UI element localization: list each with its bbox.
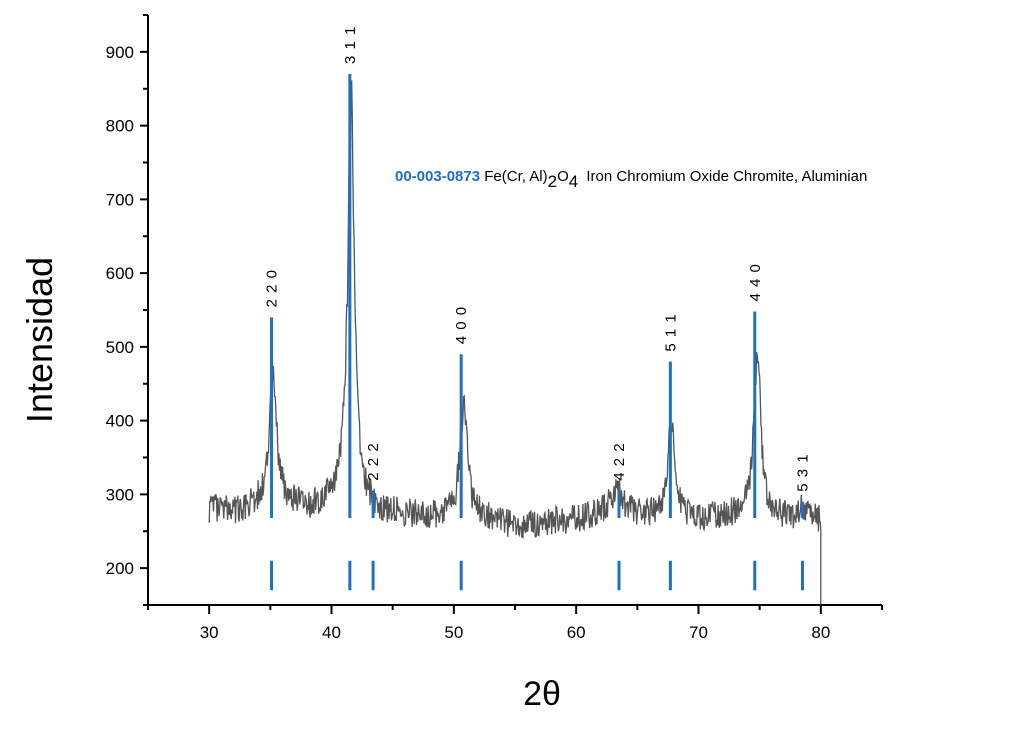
y-axis-label: Intensidad (19, 257, 60, 423)
y-tick-label: 200 (106, 559, 134, 578)
y-tick-label: 800 (106, 117, 134, 136)
x-tick-label: 60 (567, 623, 586, 642)
plot-area: 2 2 0 3 1 1 2 2 2 4 0 0 4 2 2 5 1 1 4 4 0 5 3 1 (208, 26, 822, 605)
hkl-label: 2 2 2 (365, 442, 382, 480)
y-tick-label: 500 (106, 338, 134, 357)
observed-pattern-line (208, 80, 822, 605)
x-tick-label: 30 (200, 623, 219, 642)
legend-sub1: 2 (548, 172, 557, 191)
legend-code: 00-003-0873 (395, 168, 480, 185)
y-tick-label: 600 (106, 264, 134, 283)
x-tick-label: 50 (444, 623, 463, 642)
x-tick-label: 40 (322, 623, 341, 642)
hkl-label: 2 2 0 (264, 269, 281, 307)
x-axis-label: 2θ (523, 675, 561, 713)
x-tick-label: 80 (811, 623, 830, 642)
y-tick-label: 300 (106, 485, 134, 504)
legend-formula: Fe(Cr, Al) (484, 168, 547, 185)
y-tick-label: 900 (106, 43, 134, 62)
x-axis: 30 40 50 60 70 80 (147, 604, 883, 642)
hkl-label: 3 1 1 (342, 26, 359, 64)
y-tick-label: 400 (106, 412, 134, 431)
legend-description: Iron Chromium Oxide Chromite, Aluminian (586, 168, 867, 185)
legend-sub2: 4 (569, 172, 578, 191)
y-tick-label: 700 (106, 190, 134, 209)
x-tick-label: 70 (689, 623, 708, 642)
hkl-label: 5 1 1 (662, 313, 679, 351)
hkl-label: 4 2 2 (611, 442, 628, 480)
y-axis: 200 300 400 500 600 700 800 900 (106, 14, 149, 606)
hkl-label: 4 0 0 (453, 306, 470, 344)
legend: 00-003-0873 Fe(Cr, Al)2O4 Iron Chromium … (395, 168, 867, 191)
hkl-label: 4 4 0 (747, 263, 764, 301)
legend-o: O (557, 168, 569, 185)
hkl-label: 5 3 1 (794, 453, 811, 491)
